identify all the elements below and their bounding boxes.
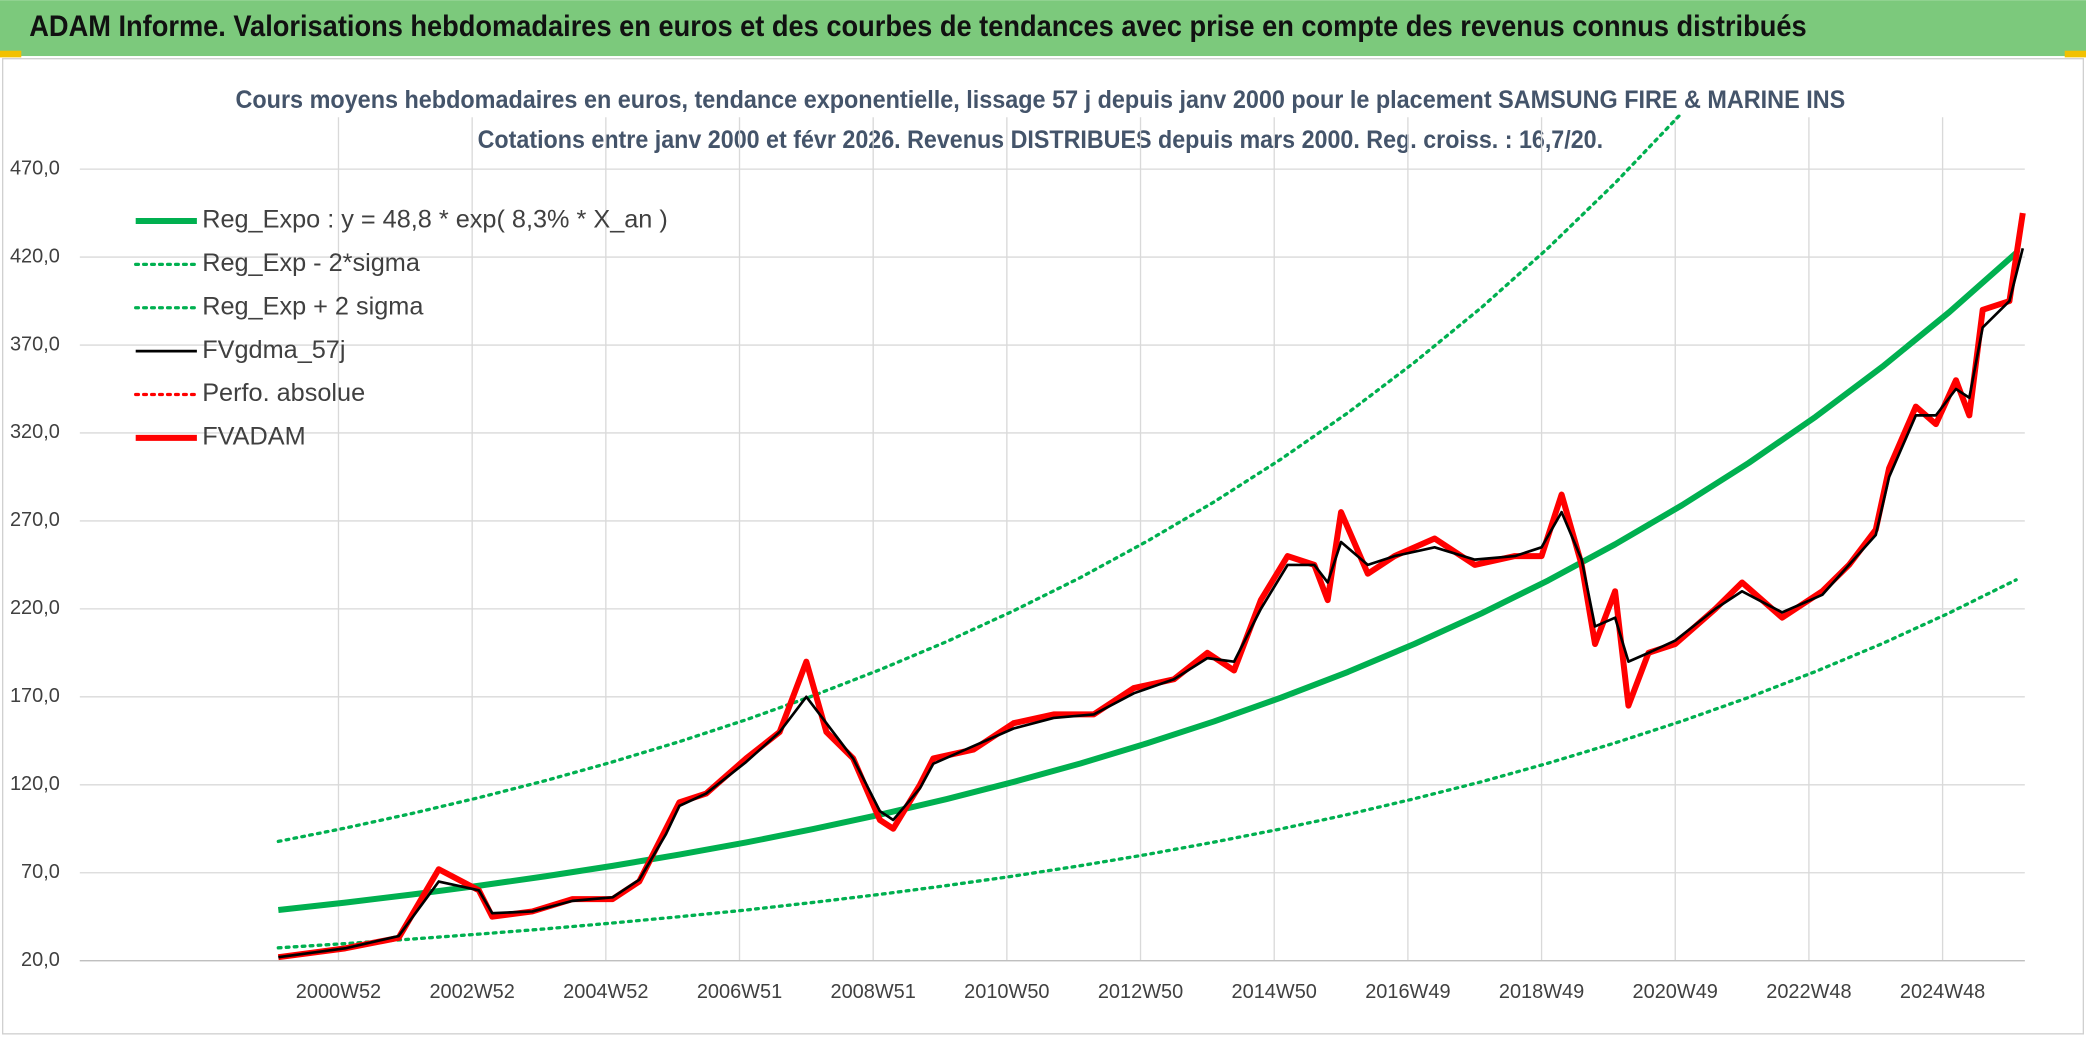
legend-label: FVADAM <box>202 423 305 451</box>
x-tick-label: 2002W52 <box>429 981 514 1003</box>
y-tick-label: 320,0 <box>10 421 60 443</box>
y-tick-label: 370,0 <box>10 333 60 355</box>
y-tick-label: 420,0 <box>10 245 60 267</box>
legend-label: Reg_Exp - 2*sigma <box>202 249 421 277</box>
plot-area <box>276 114 2026 961</box>
legend-label: Perfo. absolue <box>202 379 365 407</box>
y-tick-label: 120,0 <box>10 773 60 795</box>
x-tick-label: 2018W49 <box>1499 981 1584 1003</box>
x-tick-label: 2016W49 <box>1365 981 1450 1003</box>
y-tick-label: 70,0 <box>21 861 60 883</box>
legend-label: Reg_Exp + 2 sigma <box>202 292 424 320</box>
x-tick-label: 2010W50 <box>964 981 1049 1003</box>
y-tick-label: 270,0 <box>10 509 60 531</box>
corner-mark <box>2064 50 2086 58</box>
y-tick-label: 470,0 <box>10 157 60 179</box>
header-title: ADAM Informe. Valorisations hebdomadaire… <box>29 11 1806 43</box>
x-tick-label: 2014W50 <box>1232 981 1317 1003</box>
series-line <box>277 212 2026 961</box>
x-tick-label: 2012W50 <box>1098 981 1183 1003</box>
legend-label: Reg_Expo : y = 48,8 * exp( 8,3% * X_an ) <box>202 206 668 234</box>
x-tick-label: 2008W51 <box>831 981 916 1003</box>
series-line <box>278 247 2025 959</box>
series-line <box>276 114 1683 844</box>
chart-frame <box>1 58 2085 1035</box>
x-tick-label: 2000W52 <box>296 981 381 1003</box>
legend-label: FVgdma_57j <box>202 336 345 364</box>
y-tick-label: 20,0 <box>21 949 60 971</box>
x-tick-label: 2004W52 <box>563 981 648 1003</box>
series-line <box>277 250 2019 913</box>
corner-mark <box>0 50 22 58</box>
y-tick-label: 170,0 <box>10 685 60 707</box>
chart-subtitle: Cotations entre janv 2000 et févr 2026. … <box>478 126 1603 154</box>
y-tick-label: 220,0 <box>10 597 60 619</box>
chart-title: Cours moyens hebdomadaires en euros, ten… <box>235 86 1845 114</box>
header-bar <box>0 0 2086 57</box>
x-tick-label: 2024W48 <box>1900 981 1985 1003</box>
x-tick-label: 2020W49 <box>1633 981 1718 1003</box>
x-tick-label: 2022W48 <box>1766 981 1851 1003</box>
x-tick-label: 2006W51 <box>697 981 782 1003</box>
series-line <box>276 578 2018 950</box>
